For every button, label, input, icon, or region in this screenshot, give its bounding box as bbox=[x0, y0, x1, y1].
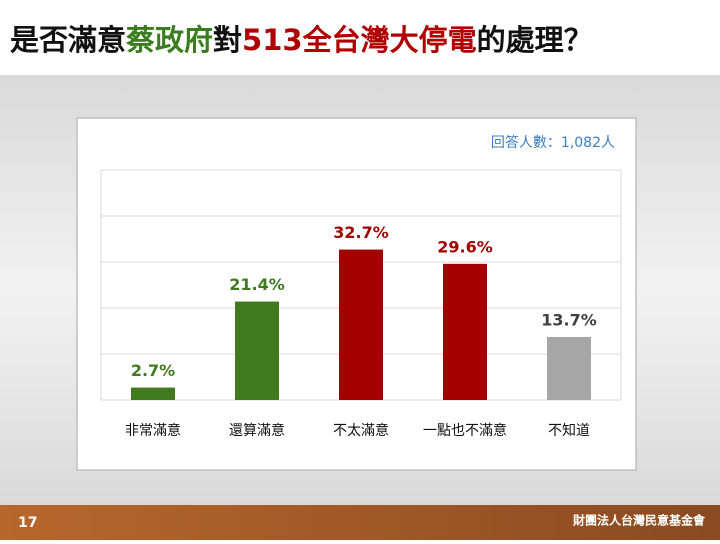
title-part: 蔡政府 bbox=[126, 23, 213, 57]
slide-title: 是否滿意蔡政府對513全台灣大停電的處理？ bbox=[10, 23, 593, 57]
page-number: 17 bbox=[18, 515, 37, 531]
x-tick-label: 非常滿意 bbox=[125, 422, 181, 439]
title-part: 的處理？ bbox=[477, 23, 593, 57]
organization: 財團法人台灣民意基金會 bbox=[572, 513, 706, 528]
value-label: 21.4% bbox=[229, 275, 285, 294]
bar bbox=[547, 336, 591, 400]
title-part: 是否滿意 bbox=[10, 23, 126, 57]
annotation: 回答人數：1,082人 bbox=[491, 134, 615, 151]
bar bbox=[339, 249, 383, 400]
title-part: 對 bbox=[213, 23, 242, 57]
bar bbox=[235, 301, 279, 400]
x-tick-label: 不太滿意 bbox=[333, 422, 389, 439]
x-tick-label: 不知道 bbox=[548, 422, 590, 439]
title-part: 513全台灣大停電 bbox=[242, 23, 477, 57]
header bbox=[0, 0, 720, 75]
x-tick-label: 一點也不滿意 bbox=[423, 422, 507, 439]
value-label: 29.6% bbox=[437, 237, 493, 256]
value-label: 13.7% bbox=[541, 310, 597, 329]
footer bbox=[0, 505, 720, 540]
value-label: 32.7% bbox=[333, 223, 389, 242]
value-label: 2.7% bbox=[131, 361, 175, 380]
bar bbox=[443, 263, 487, 400]
bar bbox=[131, 387, 175, 400]
x-tick-label: 還算滿意 bbox=[229, 422, 285, 439]
